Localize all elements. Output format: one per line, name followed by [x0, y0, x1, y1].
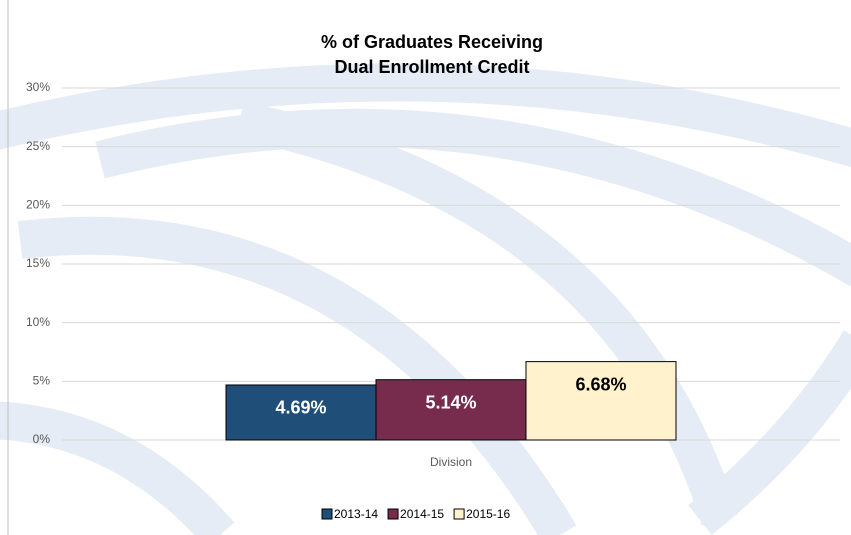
data-label: 5.14%: [425, 392, 476, 412]
x-tick-label: Division: [430, 455, 472, 469]
y-tick-label: 10%: [26, 315, 50, 329]
watermark: [0, 63, 851, 535]
y-tick-label: 25%: [26, 139, 50, 153]
y-tick-label: 5%: [33, 374, 51, 388]
chart-title: Dual Enrollment Credit: [334, 57, 529, 77]
legend-swatch: [453, 508, 465, 520]
data-label: 6.68%: [575, 374, 626, 394]
chart-title: % of Graduates Receiving: [321, 32, 543, 52]
legend-label: 2014-15: [400, 507, 444, 521]
legend-swatch: [321, 508, 333, 520]
legend-label: 2015-16: [466, 507, 510, 521]
y-tick-label: 0%: [33, 432, 51, 446]
bar: [375, 379, 527, 441]
y-tick-label: 30%: [26, 80, 50, 94]
data-label: 4.69%: [275, 398, 326, 418]
bar: [525, 361, 677, 441]
y-tick-label: 15%: [26, 256, 50, 270]
bar: [225, 384, 377, 441]
legend-swatch: [387, 508, 399, 520]
legend-label: 2013-14: [334, 507, 378, 521]
y-tick-label: 20%: [26, 198, 50, 212]
